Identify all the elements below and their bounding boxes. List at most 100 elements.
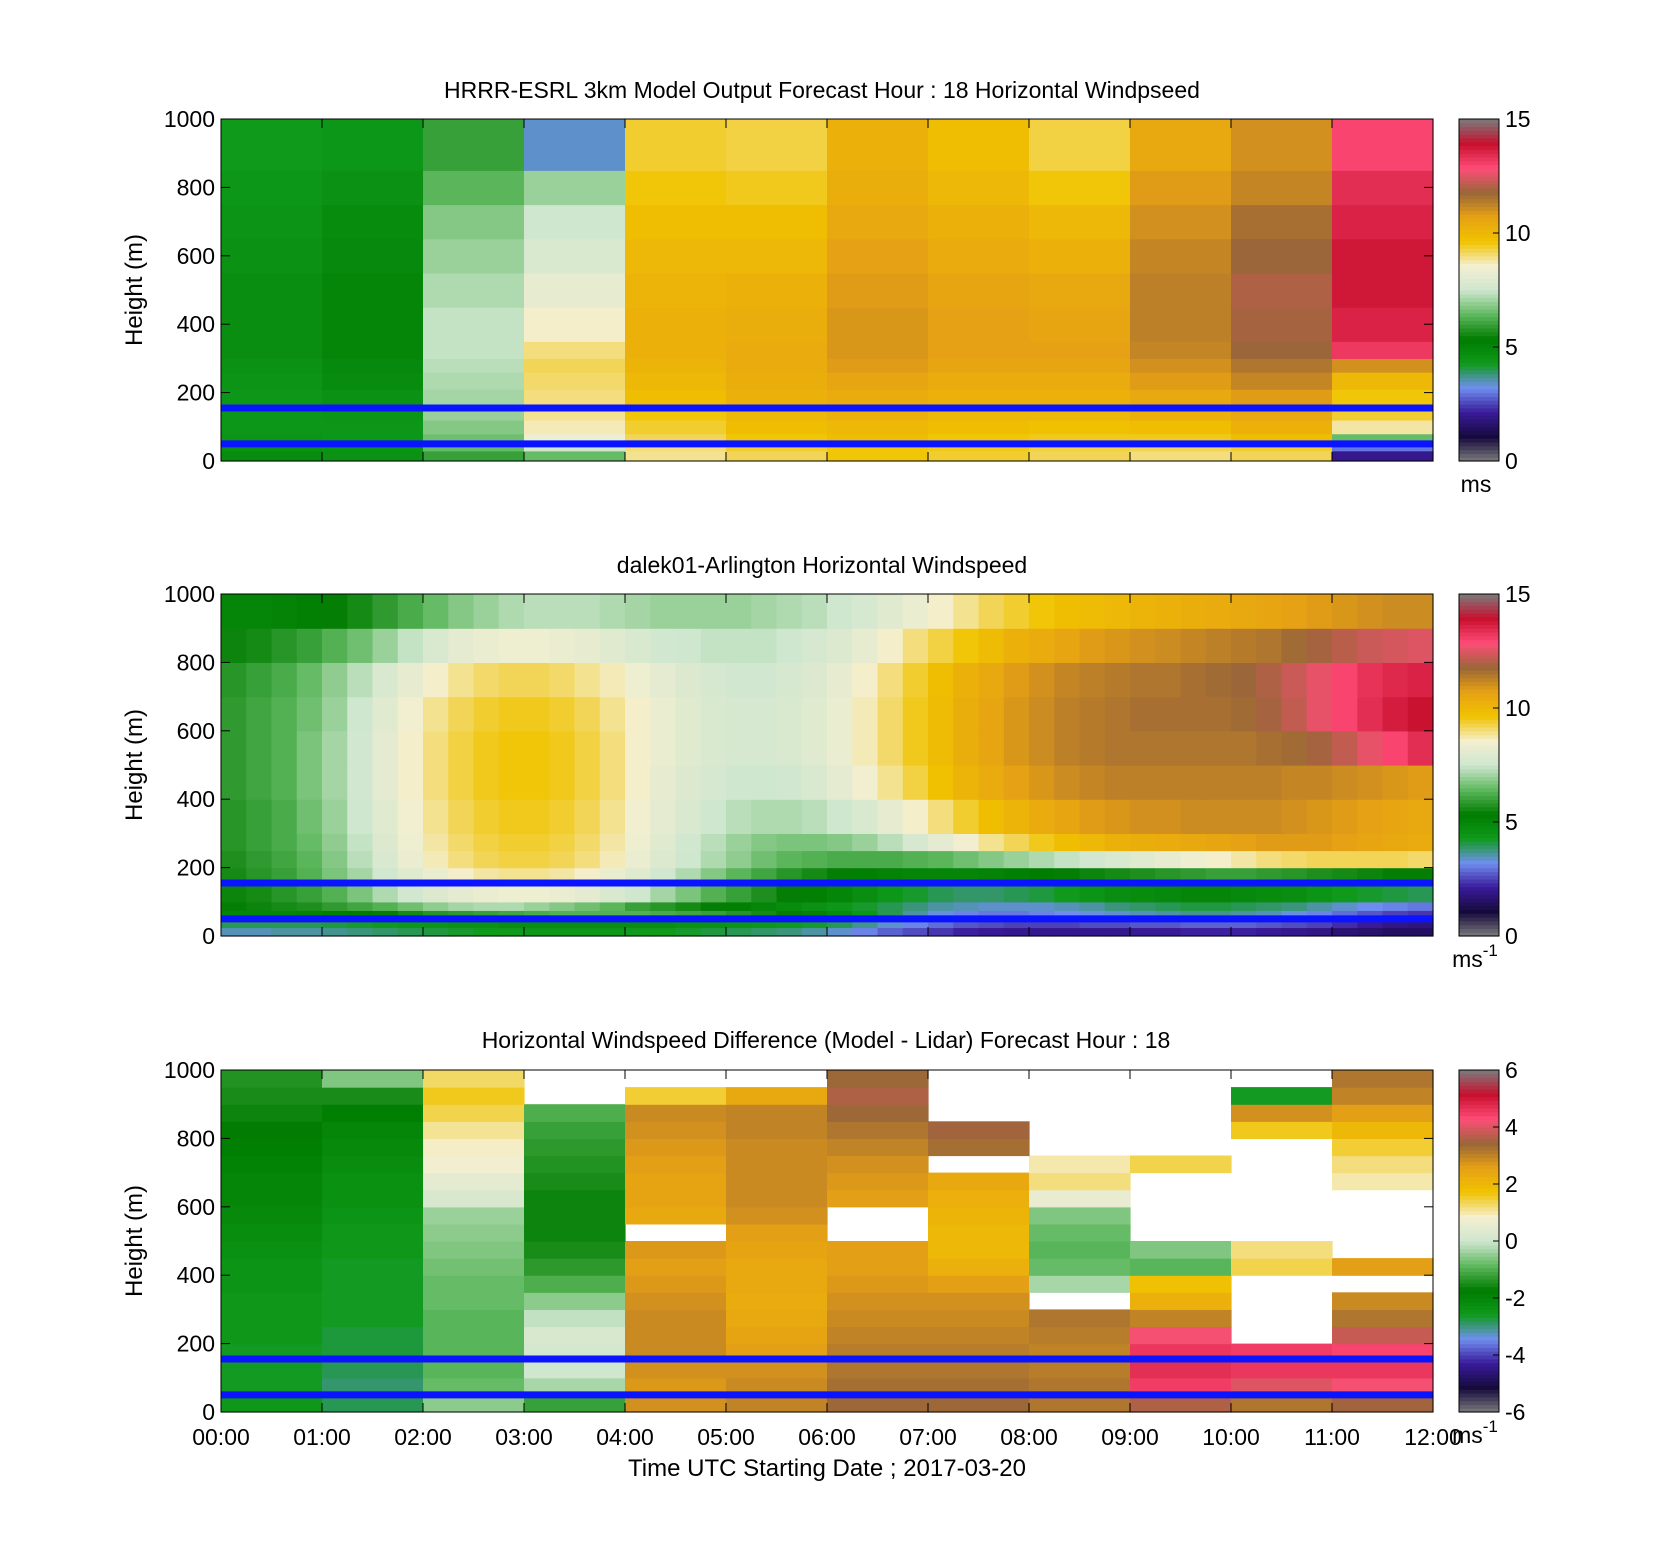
heatmap-cell bbox=[852, 910, 879, 920]
y-tick-label: 600 bbox=[177, 718, 215, 744]
heatmap-cell bbox=[1332, 389, 1434, 407]
colorbar-segment bbox=[1459, 415, 1499, 420]
heatmap-cell bbox=[928, 1121, 1030, 1139]
colorbar-segment bbox=[1459, 1073, 1499, 1079]
colorbar-unit: ms-1 bbox=[1452, 941, 1498, 972]
heatmap-cell bbox=[549, 696, 576, 732]
heatmap-cell bbox=[852, 799, 879, 834]
heatmap-cell bbox=[1332, 1104, 1434, 1122]
colorbar-segment bbox=[1459, 1275, 1499, 1280]
heatmap-cell bbox=[1231, 1241, 1333, 1259]
colorbar-segment bbox=[1459, 354, 1499, 359]
heatmap-cell bbox=[1054, 628, 1081, 663]
heatmap-cell bbox=[852, 628, 879, 663]
heatmap-cell bbox=[877, 730, 904, 766]
heatmap-cell bbox=[675, 927, 702, 937]
heatmap-cell bbox=[726, 1241, 828, 1259]
heatmap-cell bbox=[372, 833, 399, 852]
colorbar-segment bbox=[1459, 799, 1499, 804]
panel-difference-xticks: 00:00 01:00 02:00 03:00 04:00 05:00 06:00 07:00… bbox=[192, 1070, 1462, 1450]
heatmap-cell bbox=[726, 884, 752, 903]
heatmap-cell bbox=[1003, 918, 1030, 929]
heatmap-cell bbox=[221, 450, 323, 462]
heatmap-cell bbox=[322, 1275, 424, 1293]
heatmap-cell bbox=[1104, 594, 1131, 629]
heatmap-cell bbox=[221, 662, 247, 698]
heatmap-cell bbox=[650, 910, 677, 920]
heatmap-cell bbox=[296, 799, 323, 834]
heatmap-cell bbox=[221, 594, 247, 629]
colorbar-segment bbox=[1459, 1263, 1499, 1269]
heatmap-cell bbox=[1407, 910, 1434, 920]
heatmap-cell bbox=[1332, 927, 1358, 937]
colorbar-segment bbox=[1459, 335, 1499, 340]
heatmap-cell bbox=[1306, 901, 1333, 911]
heatmap-cell bbox=[221, 833, 247, 852]
colorbar-segment bbox=[1459, 1225, 1499, 1231]
heatmap-cell bbox=[902, 850, 929, 869]
heatmap-cell bbox=[1104, 927, 1131, 937]
colorbar-segment bbox=[1459, 198, 1499, 204]
colorbar-segment bbox=[1459, 347, 1499, 352]
heatmap-cell bbox=[650, 884, 677, 903]
heatmap-cell bbox=[1332, 1172, 1434, 1191]
colorbar-segment bbox=[1459, 594, 1499, 599]
y-tick-label: 200 bbox=[177, 855, 215, 881]
heatmap-cell bbox=[397, 696, 424, 732]
heatmap-cell bbox=[1130, 918, 1156, 929]
heatmap-cell bbox=[625, 1326, 727, 1345]
x-tick-label: 04:00 bbox=[596, 1424, 654, 1450]
heatmap-cell bbox=[928, 918, 954, 929]
heatmap-cell bbox=[726, 1309, 828, 1328]
colorbar-segment bbox=[1459, 833, 1499, 838]
heatmap-cell bbox=[1205, 696, 1232, 732]
heatmap-cell bbox=[751, 901, 778, 911]
colorbar-segment bbox=[1459, 1385, 1499, 1390]
heatmap-cell bbox=[448, 765, 475, 800]
heatmap-cell bbox=[726, 1104, 828, 1122]
heatmap-cell bbox=[827, 1275, 929, 1293]
heatmap-cell bbox=[726, 1087, 828, 1105]
heatmap-cell bbox=[524, 901, 550, 911]
heatmap-cell bbox=[675, 765, 702, 800]
y-tick-label: 200 bbox=[177, 380, 215, 406]
heatmap-cell bbox=[524, 1223, 626, 1242]
heatmap-cell bbox=[322, 419, 424, 435]
heatmap-cell bbox=[827, 918, 853, 929]
heatmap-cell bbox=[827, 1087, 929, 1105]
heatmap-cell bbox=[776, 910, 803, 920]
heatmap-cell bbox=[1130, 1326, 1232, 1345]
heatmap-cell bbox=[1054, 927, 1081, 937]
heatmap-cell bbox=[877, 901, 904, 911]
heatmap-cell bbox=[625, 799, 651, 834]
heatmap-cell bbox=[801, 696, 828, 732]
heatmap-cell bbox=[1231, 433, 1333, 445]
heatmap-cell bbox=[448, 799, 475, 834]
heatmap-cell bbox=[221, 927, 247, 937]
colorbar-segment bbox=[1459, 780, 1499, 785]
heatmap-cell bbox=[221, 696, 247, 732]
colorbar-segment bbox=[1459, 214, 1499, 219]
heatmap-cell bbox=[1231, 389, 1333, 407]
heatmap-cell bbox=[549, 628, 576, 663]
heatmap-cell bbox=[524, 372, 626, 390]
colorbar-segment bbox=[1459, 236, 1499, 242]
heatmap-cell bbox=[978, 927, 1005, 937]
colorbar-segment bbox=[1459, 1096, 1499, 1101]
heatmap-cell bbox=[1029, 910, 1055, 920]
heatmap-cell bbox=[423, 765, 449, 800]
heatmap-cell bbox=[372, 901, 399, 911]
heatmap-cell bbox=[271, 696, 298, 732]
heatmap-cell bbox=[1357, 662, 1384, 698]
heatmap-cell bbox=[1029, 1275, 1131, 1293]
heatmap-cell bbox=[1332, 850, 1358, 869]
heatmap-cell bbox=[1003, 927, 1030, 937]
heatmap-cell bbox=[423, 443, 525, 452]
heatmap-cell bbox=[1332, 884, 1358, 903]
heatmap-cell bbox=[1130, 927, 1156, 937]
x-tick-label: 03:00 bbox=[495, 1424, 553, 1450]
heatmap-cell bbox=[246, 918, 273, 929]
heatmap-cell bbox=[650, 799, 677, 834]
heatmap-cell bbox=[1332, 918, 1358, 929]
heatmap-cell bbox=[1382, 884, 1409, 903]
